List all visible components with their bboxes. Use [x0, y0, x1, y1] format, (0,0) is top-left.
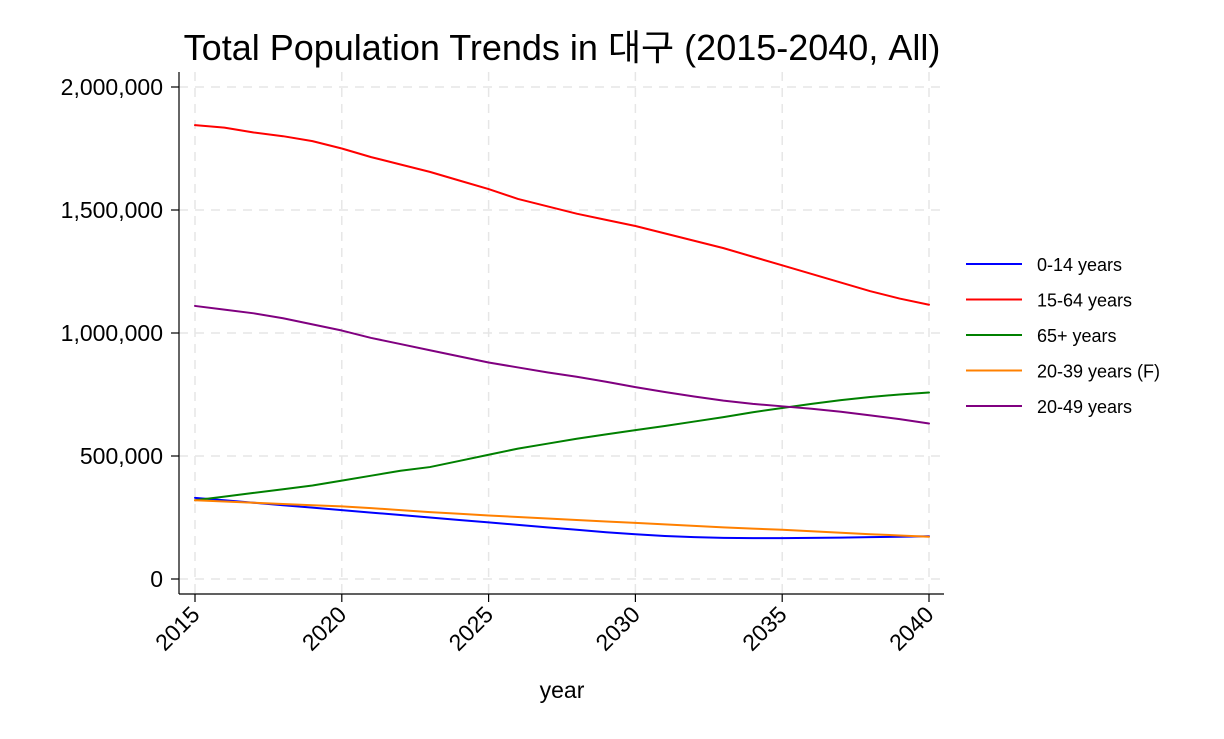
series-line — [194, 304, 930, 425]
legend-item: 20-39 years (F) — [966, 362, 1160, 382]
legend-label: 15-64 years — [1037, 291, 1132, 311]
legend-item: 65+ years — [966, 326, 1117, 346]
legend-item: 0-14 years — [966, 255, 1122, 275]
gridlines — [179, 72, 944, 594]
y-tick-label: 500,000 — [80, 443, 163, 469]
series-line — [194, 124, 930, 306]
series-line — [194, 391, 930, 502]
chart-title: Total Population Trends in 대구 (2015-2040… — [184, 27, 941, 68]
legend-label: 20-49 years — [1037, 397, 1132, 417]
legend-label: 0-14 years — [1037, 255, 1122, 275]
y-axis-ticks: 0 500,000 1,000,000 1,500,000 2,000,000 — [61, 74, 179, 592]
series-line — [194, 496, 930, 540]
series-lines — [194, 124, 930, 540]
x-axis-ticks: 2015 2020 2025 2030 2035 2040 — [150, 594, 939, 656]
legend-item: 20-49 years — [966, 397, 1132, 417]
y-tick-label: 1,500,000 — [61, 197, 163, 223]
legend-item: 15-64 years — [966, 291, 1132, 311]
y-tick-label: 2,000,000 — [61, 74, 163, 100]
legend: 0-14 years 15-64 years 65+ years 20-39 year… — [966, 255, 1160, 417]
legend-label: 65+ years — [1037, 326, 1117, 346]
y-tick-label: 1,000,000 — [61, 320, 163, 346]
y-tick-label: 0 — [150, 566, 163, 592]
series-line — [194, 499, 930, 538]
x-axis-label: year — [540, 677, 585, 703]
legend-label: 20-39 years (F) — [1037, 362, 1160, 382]
